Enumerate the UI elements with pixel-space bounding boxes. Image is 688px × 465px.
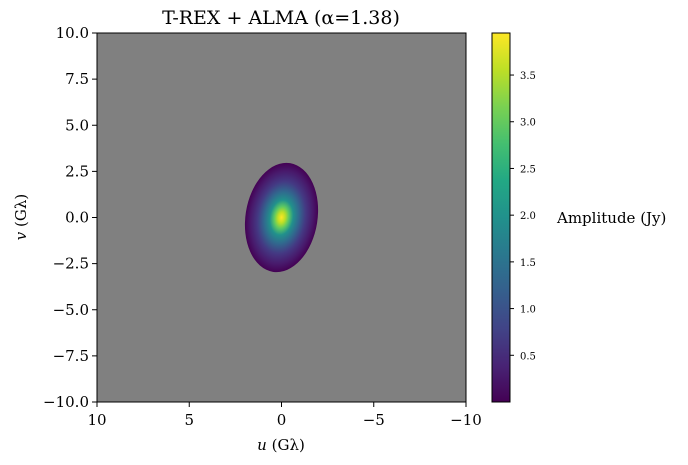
y-axis-label: v (Gλ): [12, 194, 30, 240]
x-axis-ticks: 10 5 0 −5 −10: [87, 402, 482, 429]
y-tick-label: 10.0: [56, 24, 89, 42]
y-tick-label: −7.5: [53, 347, 89, 365]
coverage-region: [244, 162, 319, 273]
colorbar-tick-label: 1.5: [520, 258, 536, 269]
colorbar-tick-label: 1.0: [520, 305, 536, 316]
chart-title: T-REX + ALMA (α=1.38): [162, 7, 400, 29]
y-tick-label: 0.0: [65, 209, 89, 227]
colorbar-tick-label: 3.5: [520, 71, 536, 82]
y-tick-label: −10.0: [43, 393, 89, 411]
colorbar-tick-label: 0.5: [520, 351, 536, 362]
colorbar-tick-label: 2.0: [520, 211, 536, 222]
x-tick-label: −5: [363, 411, 385, 429]
y-axis-ticks: 10.0 7.5 5.0 2.5 0.0 −2.5 −5.0 −7.5 −10.0: [43, 24, 97, 411]
amplitude-blob: [244, 162, 319, 273]
y-tick-label: 7.5: [65, 70, 89, 88]
colorbar-tick-label: 3.0: [520, 118, 536, 129]
y-tick-label: −2.5: [53, 255, 89, 273]
colorbar-ticks: 0.5 1.0 1.5 2.0 2.5 3.0 3.5: [510, 71, 536, 362]
colorbar-tick-label: 2.5: [520, 164, 536, 175]
colorbar: [491, 32, 511, 403]
x-tick-label: 10: [87, 411, 106, 429]
colorbar-label: Amplitude (Jy): [556, 209, 666, 227]
x-tick-label: −10: [450, 411, 482, 429]
y-tick-label: 2.5: [65, 162, 89, 180]
x-tick-label: 0: [277, 411, 287, 429]
y-tick-label: −5.0: [53, 301, 89, 319]
x-axis-label: u (Gλ): [257, 436, 305, 454]
x-tick-label: 5: [184, 411, 194, 429]
y-tick-label: 5.0: [65, 116, 89, 134]
